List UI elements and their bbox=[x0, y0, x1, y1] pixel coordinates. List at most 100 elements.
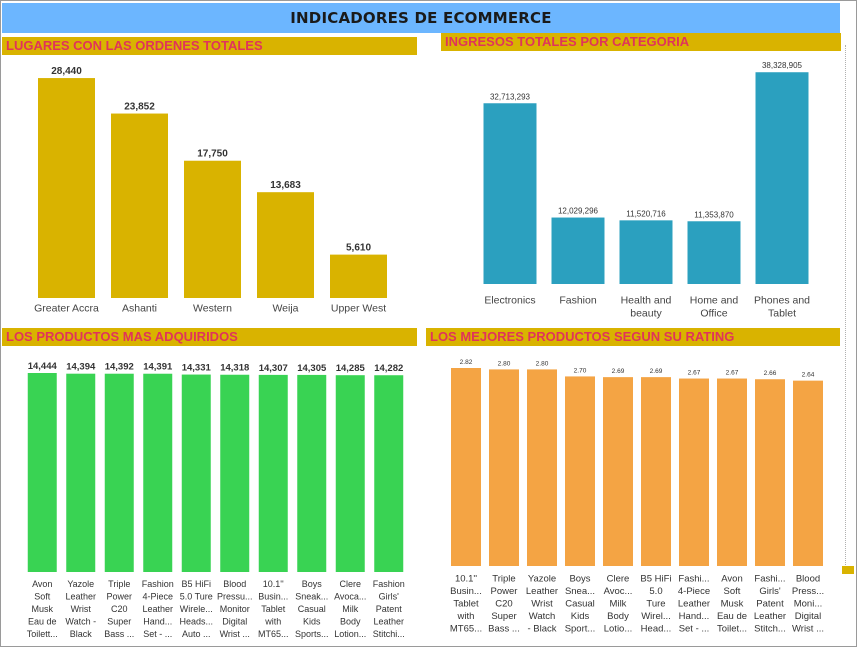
products-value-label-5: 14,331 bbox=[182, 363, 212, 374]
products-panel-title-bar: LOS PRODUCTOS MAS ADQUIRIDOS bbox=[2, 328, 417, 346]
products-value-label-8: 14,305 bbox=[297, 363, 327, 374]
products-category-label-7: 10.1'' Busin... Tablet with MT65... bbox=[258, 579, 289, 639]
orders-bar-chart: 28,440 Greater Accra 23,852 Ashanti 17,750 We… bbox=[34, 66, 387, 315]
orders-value-label-4: 13,683 bbox=[270, 180, 301, 191]
rating-bar-6[interactable] bbox=[641, 377, 671, 566]
revenue-bar-4[interactable] bbox=[687, 221, 741, 284]
products-value-label-7: 14,307 bbox=[259, 363, 288, 374]
rating-bar-5[interactable] bbox=[603, 377, 633, 566]
products-bar-7[interactable] bbox=[258, 374, 288, 572]
products-bar-chart: 14,444 Avon Soft Musk Eau de Toilett... 14,394… bbox=[27, 361, 405, 639]
dashboard-header: INDICADORES DE ECOMMERCE bbox=[2, 3, 840, 33]
rating-category-label-5: Clere Avoc... Milk Body Lotio... bbox=[604, 574, 633, 635]
revenue-value-label-2: 12,029,296 bbox=[558, 207, 599, 216]
products-value-label-2: 14,394 bbox=[66, 362, 96, 373]
rating-value-label-5: 2.69 bbox=[612, 368, 625, 375]
orders-category-label-1: Greater Accra bbox=[34, 303, 99, 315]
revenue-bar-2[interactable] bbox=[551, 217, 605, 284]
rating-category-label-3: Yazole Leather Wrist Watch - Black bbox=[526, 574, 558, 635]
rating-category-label-2: Triple Power C20 Super Bass ... bbox=[488, 574, 520, 635]
products-value-label-10: 14,282 bbox=[374, 363, 403, 374]
rating-category-label-7: Fashi... 4-Piece Leather Hand... Set - ... bbox=[678, 574, 710, 635]
rating-bar-4[interactable] bbox=[565, 376, 595, 566]
rating-category-label-9: Fashi... Girls' Patent Leather Stitch... bbox=[754, 574, 786, 635]
rating-category-label-6: B5 HiFi 5.0 Ture Wirel... Head... bbox=[640, 574, 671, 635]
products-category-label-8: Boys Sneak... Casual Kids Sports... bbox=[295, 579, 329, 639]
products-value-label-9: 14,285 bbox=[336, 363, 366, 374]
rating-panel-title: LOS MEJORES PRODUCTOS SEGUN SU RATING bbox=[430, 329, 735, 344]
products-bar-2[interactable] bbox=[66, 373, 96, 572]
rating-value-label-10: 2.64 bbox=[802, 372, 815, 379]
rating-bar-2[interactable] bbox=[489, 369, 519, 566]
orders-bar-5[interactable] bbox=[330, 254, 387, 298]
products-value-label-1: 14,444 bbox=[28, 361, 58, 372]
rating-value-label-1: 2.82 bbox=[460, 359, 473, 366]
revenue-bar-3[interactable] bbox=[619, 220, 673, 284]
rating-value-label-8: 2.67 bbox=[726, 370, 739, 377]
rating-bar-7[interactable] bbox=[679, 378, 709, 566]
products-bar-9[interactable] bbox=[335, 375, 365, 572]
products-bar-1[interactable] bbox=[27, 373, 57, 572]
rating-bar-8[interactable] bbox=[717, 378, 747, 566]
scroll-handle[interactable] bbox=[842, 566, 854, 574]
products-category-label-5: B5 HiFi 5.0 Ture Wirele... Heads... Auto ... bbox=[179, 579, 213, 639]
orders-value-label-1: 28,440 bbox=[51, 66, 82, 77]
revenue-category-label-1: Electronics bbox=[484, 295, 535, 307]
rating-category-label-4: Boys Snea... Casual Kids Sport... bbox=[565, 574, 596, 635]
orders-category-label-3: Western bbox=[193, 303, 232, 315]
revenue-category-label-2: Fashion bbox=[559, 295, 597, 307]
revenue-panel-title: INGRESOS TOTALES POR CATEGORIA bbox=[445, 34, 690, 49]
products-bar-5[interactable] bbox=[181, 374, 211, 572]
rating-value-label-9: 2.66 bbox=[764, 370, 777, 377]
rating-bar-3[interactable] bbox=[527, 369, 557, 566]
orders-bar-2[interactable] bbox=[111, 113, 168, 299]
products-bar-3[interactable] bbox=[104, 373, 134, 572]
products-bar-6[interactable] bbox=[220, 374, 250, 572]
rating-value-label-2: 2.80 bbox=[498, 360, 511, 367]
rating-bar-chart: 2.82 10.1'' Busin... Tablet with MT65... 2.80 T… bbox=[450, 359, 824, 635]
rating-category-label-8: Avon Soft Musk Eau de Toilet... bbox=[717, 574, 747, 635]
rating-bar-10[interactable] bbox=[793, 380, 823, 566]
revenue-value-label-3: 11,520,716 bbox=[626, 209, 666, 218]
orders-value-label-5: 5,610 bbox=[346, 243, 371, 254]
products-category-label-2: Yazole Leather Wrist Watch -Black bbox=[65, 579, 96, 639]
orders-category-label-5: Upper West bbox=[331, 303, 386, 315]
products-bar-4[interactable] bbox=[143, 373, 173, 572]
orders-panel-title-bar: LUGARES CON LAS ORDENES TOTALES bbox=[2, 37, 417, 55]
products-category-label-9: Clere Avoca... Milk Body Lotion... bbox=[334, 579, 366, 639]
revenue-bar-5[interactable] bbox=[755, 72, 809, 284]
orders-value-label-3: 17,750 bbox=[197, 149, 228, 160]
products-bar-8[interactable] bbox=[297, 374, 327, 572]
revenue-category-label-5: Phones and Tablet bbox=[754, 295, 810, 320]
products-category-label-1: Avon Soft Musk Eau de Toilett... bbox=[27, 579, 58, 639]
rating-value-label-4: 2.70 bbox=[574, 367, 587, 374]
revenue-value-label-4: 11,353,870 bbox=[694, 210, 734, 219]
revenue-value-label-5: 38,328,905 bbox=[762, 61, 803, 70]
revenue-panel-title-bar: INGRESOS TOTALES POR CATEGORIA bbox=[441, 33, 841, 51]
rating-value-label-6: 2.69 bbox=[650, 368, 663, 375]
scroll-track bbox=[845, 45, 848, 565]
products-bar-10[interactable] bbox=[374, 375, 404, 572]
revenue-bar-1[interactable] bbox=[483, 103, 537, 284]
orders-bar-4[interactable] bbox=[257, 192, 314, 298]
orders-category-label-4: Weija bbox=[272, 303, 298, 315]
orders-bar-3[interactable] bbox=[184, 160, 241, 298]
rating-category-label-10: Blood Press... Moni... Digital Wrist ... bbox=[792, 574, 824, 635]
dashboard-title: INDICADORES DE ECOMMERCE bbox=[290, 9, 552, 27]
products-value-label-4: 14,391 bbox=[143, 362, 173, 373]
rating-panel-title-bar: LOS MEJORES PRODUCTOS SEGUN SU RATING bbox=[426, 328, 840, 346]
rating-category-label-1: 10.1'' Busin... Tablet with MT65... bbox=[450, 574, 482, 635]
rating-value-label-3: 2.80 bbox=[536, 360, 549, 367]
rating-bar-1[interactable] bbox=[451, 368, 481, 566]
products-category-label-3: Triple Power C20 Super Bass ... bbox=[104, 579, 134, 639]
products-panel-title: LOS PRODUCTOS MAS ADQUIRIDOS bbox=[6, 329, 238, 344]
products-category-label-10: Fashion Girls' Patent Leather Stitchi... bbox=[373, 579, 405, 639]
products-category-label-4: Fashion 4-Piece Leather Hand... Set - ... bbox=[142, 579, 174, 639]
rating-bar-9[interactable] bbox=[755, 379, 785, 566]
orders-panel-title: LUGARES CON LAS ORDENES TOTALES bbox=[6, 38, 263, 53]
rating-value-label-7: 2.67 bbox=[688, 370, 701, 377]
products-category-label-6: Blood Pressu... Monitor Digital Wrist ... bbox=[217, 579, 253, 639]
orders-bar-1[interactable] bbox=[38, 78, 95, 299]
products-value-label-6: 14,318 bbox=[220, 363, 249, 374]
